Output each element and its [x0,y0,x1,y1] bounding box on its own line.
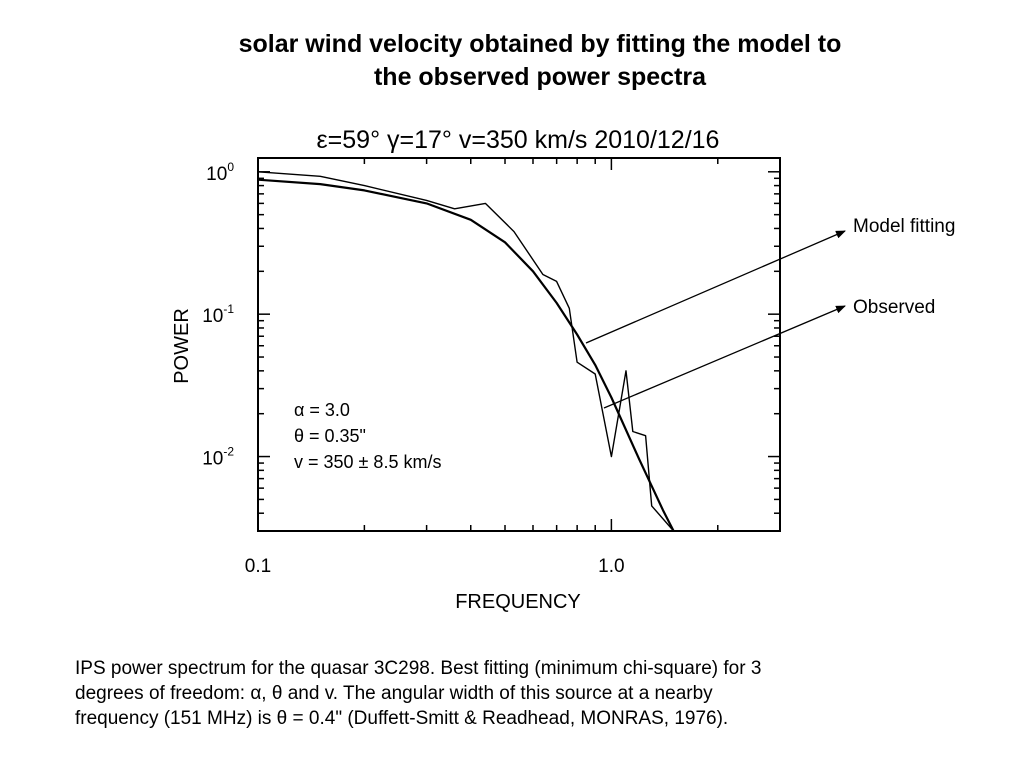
tick-labels: 0.1 1.0 100 10-1 10-2 [202,160,624,577]
fit-params: α = 3.0 θ = 0.35" v = 350 ± 8.5 km/s [294,400,441,472]
figure-caption: IPS power spectrum for the quasar 3C298.… [75,656,975,731]
x-axis-label: FREQUENCY [455,591,581,613]
axis-ticks [257,158,781,532]
observed-arrow [603,305,846,409]
model-fitting-label: Model fitting [853,216,955,237]
model-fitting-arrow [585,230,846,344]
model-fitting-line [258,178,675,531]
fit-param-theta: θ = 0.35" [294,426,366,446]
fit-param-alpha: α = 3.0 [294,400,350,420]
y-tick-label: 10-2 [202,445,234,470]
caption-line-2: degrees of freedom: α, θ and v. The angu… [75,683,713,704]
y-tick-label: 10-1 [202,302,234,327]
slide-title: solar wind velocity obtained by fitting … [130,28,950,94]
chart-header: ε=59° γ=17° v=350 km/s 2010/12/16 [317,126,720,154]
observed-line [258,171,675,531]
data-series [258,171,675,531]
fit-param-velocity: v = 350 ± 8.5 km/s [294,452,441,472]
slide-title-line-1: solar wind velocity obtained by fitting … [238,30,842,58]
x-tick-label: 0.1 [245,556,271,577]
caption-line-3: frequency (151 MHz) is θ = 0.4" (Duffett… [75,708,729,729]
y-tick-label: 100 [206,160,234,185]
plot-frame [257,157,781,532]
caption-line-1: IPS power spectrum for the quasar 3C298.… [75,658,762,679]
x-tick-label: 1.0 [598,556,624,577]
slide-title-line-2: the observed power spectra [373,63,707,91]
y-axis-label: POWER [171,308,193,384]
observed-label: Observed [853,297,935,318]
